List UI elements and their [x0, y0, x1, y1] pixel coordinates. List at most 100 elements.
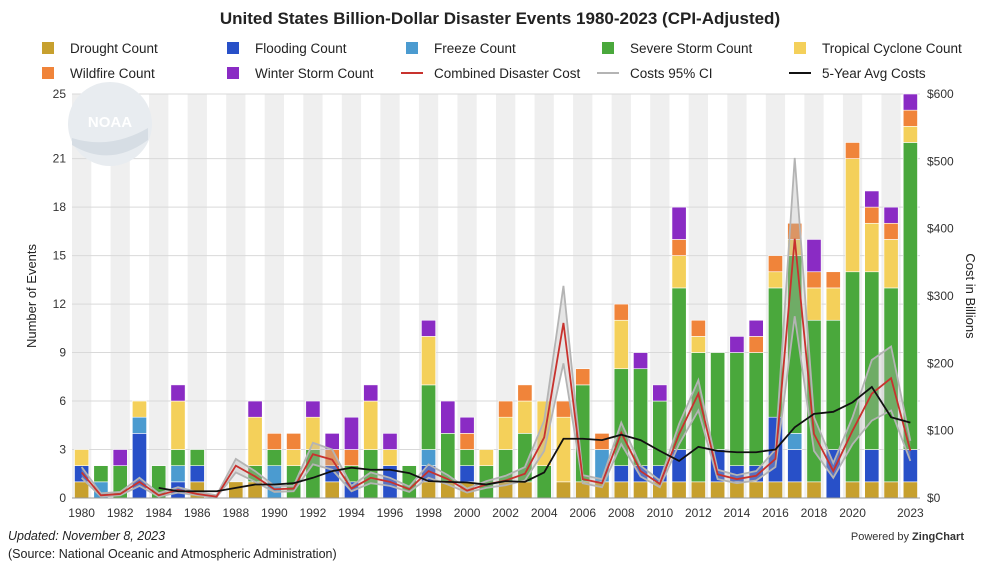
bar-segment — [864, 481, 880, 499]
year-band — [226, 94, 246, 498]
bar-segment — [825, 287, 841, 321]
year-band — [72, 94, 92, 498]
bar-segment — [498, 400, 514, 418]
x-tick-label: 1986 — [184, 506, 211, 520]
bar-segment — [690, 336, 706, 353]
legend-item: Wildfire Count — [42, 66, 155, 81]
year-band — [534, 94, 554, 498]
x-tick-label: 1984 — [145, 506, 172, 520]
ci-upper-line — [80, 157, 912, 497]
y2-tick-label: $0 — [927, 491, 941, 505]
bar-segment — [421, 449, 436, 466]
bar-segment — [883, 206, 899, 224]
legend-label: Drought Count — [70, 41, 158, 56]
y-tick-label: 18 — [53, 200, 67, 214]
bar-segment — [845, 481, 860, 499]
bar-segment — [93, 465, 109, 483]
bar-segment — [787, 481, 803, 499]
bar-segment — [864, 449, 880, 483]
legend-swatch — [794, 42, 806, 54]
bar-segment — [883, 239, 899, 289]
legend-item: Combined Disaster Cost — [401, 66, 581, 81]
bar-segment — [74, 449, 90, 466]
bar-segment — [266, 433, 282, 450]
year-band — [187, 94, 207, 498]
x-tick-label: 1980 — [68, 506, 95, 520]
bar-segment — [459, 465, 475, 483]
bar-segment — [421, 481, 436, 499]
year-band — [380, 94, 400, 498]
x-tick-label: 2006 — [569, 506, 596, 520]
bar-segment — [382, 449, 398, 466]
bar-segment — [324, 481, 340, 499]
legend: Drought Count Flooding Count Freeze Count S… — [42, 41, 962, 81]
legend-label: 5-Year Avg Costs — [822, 66, 926, 81]
year-band — [303, 94, 323, 498]
x-tick-label: 2008 — [608, 506, 635, 520]
bar-segment — [729, 352, 745, 466]
bar-segment — [613, 319, 629, 370]
bar-segment — [710, 352, 726, 450]
bar-segment — [556, 416, 571, 483]
year-band — [496, 94, 516, 498]
bar-segment — [344, 416, 359, 450]
bar-segment — [382, 433, 398, 450]
x-tick-label: 2014 — [724, 506, 751, 520]
legend-label: Combined Disaster Cost — [434, 66, 581, 81]
zingchart-brand: ZingChart — [912, 531, 964, 543]
bar-segment — [825, 319, 841, 450]
bar-segment — [671, 481, 687, 499]
y-tick-label: 0 — [59, 491, 66, 505]
legend-swatch — [227, 67, 239, 79]
bar-segment — [883, 481, 899, 499]
bar-segment — [864, 206, 880, 224]
bar-segment — [845, 142, 860, 159]
bar-segment — [459, 449, 475, 466]
legend-swatch — [42, 42, 54, 54]
bar-segment — [498, 416, 514, 450]
legend-label: Flooding Count — [255, 41, 347, 56]
bar-segment — [633, 481, 648, 499]
x-tick-label: 2002 — [492, 506, 519, 520]
powered-by[interactable]: Powered by ZingChart — [851, 531, 964, 543]
y-tick-label: 9 — [59, 346, 66, 360]
y-tick-label: 21 — [53, 152, 67, 166]
updated-note: Updated: November 8, 2023 — [8, 529, 166, 543]
x-tick-label: 2018 — [801, 506, 828, 520]
y-tick-label: 3 — [59, 443, 66, 457]
x-tick-label: 1996 — [377, 506, 404, 520]
x-tick-label: 2000 — [454, 506, 481, 520]
bar-segment — [421, 336, 436, 386]
legend-item: Drought Count — [42, 41, 158, 56]
bar-segment — [536, 465, 552, 499]
source-note: (Source: National Oceanic and Atmospheri… — [8, 547, 337, 561]
noaa-logo: NOAA — [68, 82, 152, 166]
bar-segment — [170, 384, 186, 402]
bar-segment — [594, 433, 610, 450]
year-band — [341, 94, 362, 498]
x-tick-label: 1992 — [300, 506, 327, 520]
x-tick-label: 1982 — [107, 506, 134, 520]
bar-segment — [575, 368, 591, 386]
legend-label: Costs 95% CI — [630, 66, 713, 81]
bar-segment — [806, 481, 822, 499]
x-tick-label: 1998 — [415, 506, 442, 520]
noaa-logo-text: NOAA — [88, 114, 132, 131]
bar-segment — [787, 449, 803, 483]
bar-segment — [864, 190, 880, 208]
legend-item: Severe Storm Count — [602, 41, 753, 56]
bar-segment — [806, 239, 822, 273]
y-tick-label: 12 — [53, 297, 67, 311]
bar-segment — [363, 400, 379, 450]
x-tick-label: 2016 — [762, 506, 789, 520]
bar-segment — [710, 481, 726, 499]
lines — [80, 157, 912, 499]
y-tick-label: 25 — [53, 87, 67, 101]
bar-segment — [421, 319, 436, 337]
bar-segment — [845, 158, 860, 273]
bar-segment — [806, 271, 822, 289]
bar-segment — [825, 271, 841, 289]
bar-segment — [671, 239, 687, 256]
bar-segment — [902, 126, 918, 143]
